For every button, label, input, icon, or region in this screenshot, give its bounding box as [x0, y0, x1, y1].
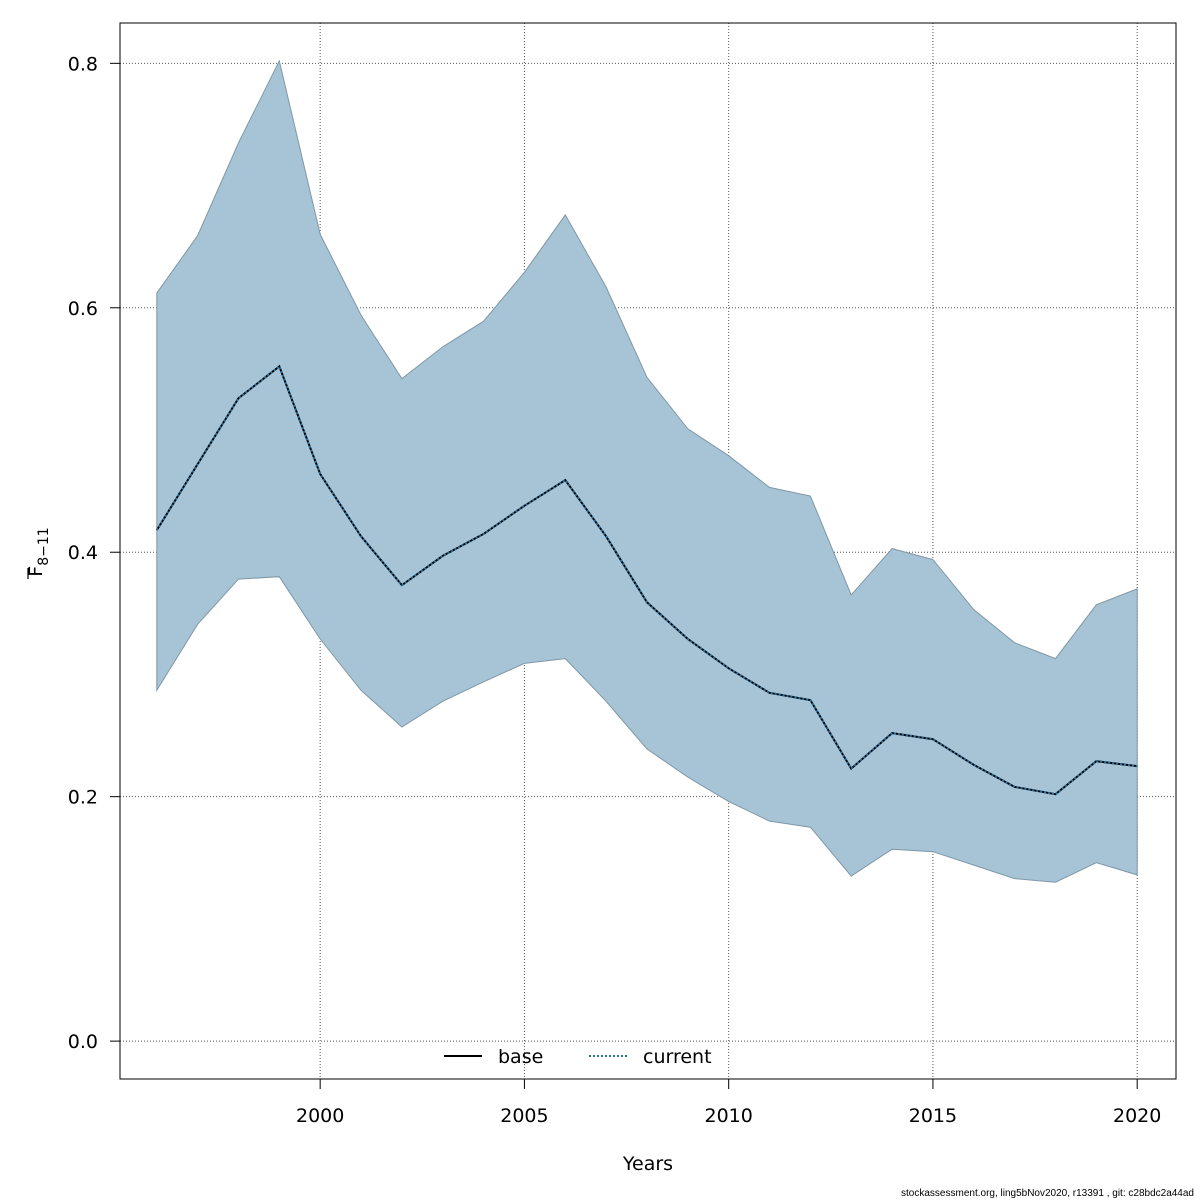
y-axis-title-main: F [25, 566, 47, 577]
x-tick-label-2020: 2020 [1113, 1105, 1161, 1127]
legend: base current [444, 1046, 712, 1068]
confidence-band [156, 59, 1138, 883]
legend-base-label: base [498, 1046, 543, 1068]
x-axis: 2000 2005 2010 2015 2020 [296, 1078, 1161, 1127]
x-axis-title: Years [622, 1153, 673, 1175]
x-tick-label-2005: 2005 [500, 1105, 548, 1127]
y-tick-label-0.2: 0.2 [68, 787, 98, 809]
y-tick-label-0.8: 0.8 [68, 53, 98, 75]
x-tick-label-2015: 2015 [909, 1105, 957, 1127]
svg-text:F8−11: F8−11 [25, 527, 52, 576]
series-line-current [155, 364, 1138, 796]
y-axis-title: F8−11 [25, 527, 52, 579]
series-layer [155, 364, 1138, 796]
y-tick-label-0: 0.0 [68, 1031, 98, 1053]
y-tick-label-0.4: 0.4 [68, 542, 98, 564]
x-tick-label-2010: 2010 [705, 1105, 753, 1127]
x-tick-label-2000: 2000 [296, 1105, 344, 1127]
y-tick-label-0.6: 0.6 [68, 298, 98, 320]
y-axis-title-subscript: 8−11 [36, 527, 52, 565]
footer-note: stockassessment.org, ling5bNov2020, r133… [901, 1188, 1194, 1199]
y-axis: 0.0 0.2 0.4 0.6 0.8 [68, 53, 120, 1053]
legend-current-label: current [643, 1046, 712, 1068]
